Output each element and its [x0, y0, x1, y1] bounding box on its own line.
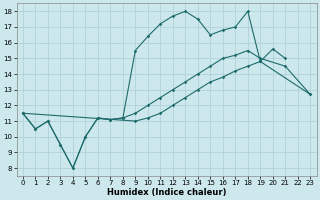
X-axis label: Humidex (Indice chaleur): Humidex (Indice chaleur)	[107, 188, 226, 197]
